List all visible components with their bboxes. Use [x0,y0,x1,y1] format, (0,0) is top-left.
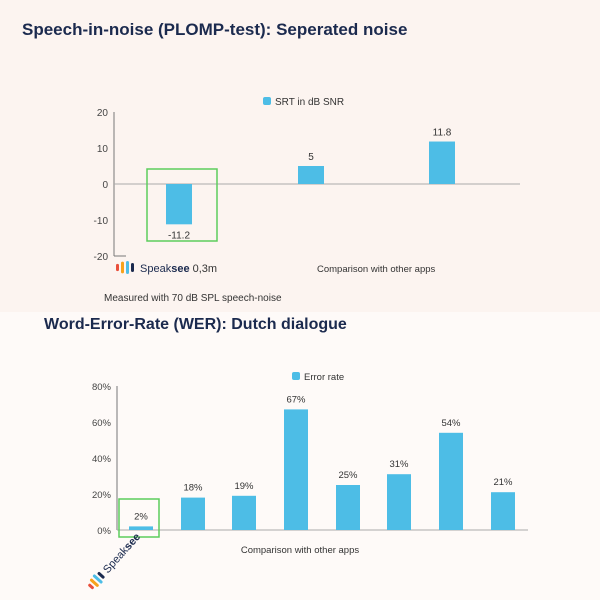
plomp-legend-swatch [263,97,271,105]
wer-data-label: 31% [389,459,409,470]
wer-y-tick-label: 40% [92,454,112,465]
wer-x-label-speaksee: Speaksee [101,531,143,576]
wer-data-label: 2% [134,511,148,522]
wer-title: Word-Error-Rate (WER): Dutch dialogue [44,316,347,333]
wer-y-tick-label: 0% [97,526,111,537]
plomp-logo-bar [116,263,119,272]
plomp-brand-see: see [171,263,189,275]
plomp-data-label: 5 [308,152,314,163]
plomp-data-label: -11.2 [168,230,190,241]
wer-data-label: 21% [493,477,513,488]
plomp-chart: 20 10 0 -10 -20 SRT in dB SNR -11.2 5 11.8 Speaks… [94,97,520,275]
plomp-logo-bar [121,261,124,274]
plomp-logo-bar [131,262,134,273]
plomp-bar [166,184,192,225]
wer-data-label: 19% [234,481,254,492]
plomp-bar [429,141,455,184]
wer-bar [491,492,515,530]
plomp-legend-label: SRT in dB SNR [275,97,344,108]
wer-y-tick-label: 60% [92,418,112,429]
plomp-y-tick-label: 0 [102,180,108,191]
plomp-brand-speak: Speak [140,263,172,275]
wer-data-label: 67% [286,394,306,405]
wer-bar [387,474,411,530]
wer-x-label-comparison: Comparison with other apps [241,545,360,556]
wer-logo-bar [97,571,105,579]
wer-bar [129,526,153,530]
wer-bar [232,495,256,530]
wer-logo-icon [88,571,105,590]
wer-bar [336,485,360,530]
plomp-x-label-speaksee: Speaksee 0,3m [140,263,217,275]
wer-highlight-box [118,498,160,538]
wer-data-label: 25% [338,470,358,481]
wer-data-label: 54% [441,418,461,429]
wer-bar [284,409,308,530]
wer-logo-bar [88,583,94,590]
plomp-panel [0,0,600,312]
plomp-y-tick-label: -20 [94,252,109,263]
plomp-y-tick-label: 10 [97,144,109,155]
wer-legend-label: Error rate [304,372,344,383]
wer-bar [181,497,205,530]
wer-logo-bar [92,574,103,584]
plomp-y-tick-label: 20 [97,108,109,119]
plomp-logo-bar [126,261,129,274]
wer-y-tick-label: 20% [92,490,112,501]
wer-y-tick-label: 80% [92,382,112,393]
plomp-bar [298,166,324,184]
plomp-footnote: Measured with 70 dB SPL speech-noise [104,293,282,304]
wer-bar [439,432,463,530]
plomp-logo-icon [116,261,134,274]
plomp-brand-distance: 0,3m [190,263,218,275]
plomp-y-tick-label: -10 [94,216,109,227]
wer-legend-swatch [292,372,300,380]
plomp-x-label-comparison: Comparison with other apps [317,264,436,275]
plomp-data-label: 11.8 [433,128,452,139]
wer-logo-bar [89,578,99,587]
wer-data-label: 18% [183,483,203,494]
plomp-title: Speech-in-noise (PLOMP-test): Seperated … [22,20,408,39]
plomp-highlight-box [146,168,218,242]
